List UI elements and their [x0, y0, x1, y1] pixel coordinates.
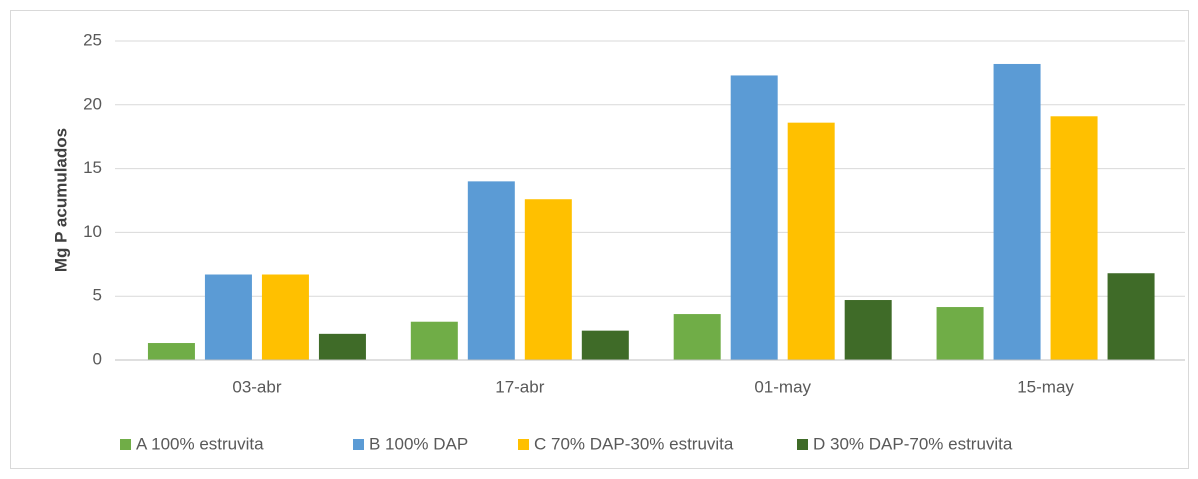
y-tick-label: 0 — [93, 349, 102, 368]
bar — [410, 321, 458, 360]
legend-label: B 100% DAP — [369, 434, 468, 453]
bar — [261, 274, 309, 360]
y-tick-label: 5 — [93, 286, 102, 305]
legend-label: A 100% estruvita — [136, 434, 264, 453]
legend-swatch — [120, 439, 131, 450]
bar — [467, 181, 515, 360]
bar — [1050, 116, 1098, 360]
y-tick-label: 15 — [83, 158, 102, 177]
bar — [581, 330, 629, 360]
bar — [787, 122, 835, 360]
bar — [204, 274, 252, 360]
y-axis-label: Mg P acumulados — [51, 128, 70, 272]
bar — [524, 199, 572, 360]
bar — [730, 75, 778, 361]
bar — [936, 307, 984, 360]
y-tick-label: 20 — [83, 94, 102, 113]
bar — [147, 343, 195, 360]
bar — [673, 314, 721, 360]
chart-frame — [10, 10, 1189, 469]
bar — [844, 300, 892, 360]
x-tick-label: 15-may — [1017, 377, 1074, 396]
bar — [1107, 273, 1155, 360]
legend-label: C 70% DAP-30% estruvita — [534, 434, 734, 453]
bar — [993, 63, 1041, 361]
bar — [318, 333, 366, 360]
x-tick-label: 03-abr — [232, 377, 281, 396]
x-tick-label: 01-may — [754, 377, 811, 396]
legend-swatch — [353, 439, 364, 450]
y-tick-label: 10 — [83, 222, 102, 241]
y-tick-label: 25 — [83, 30, 102, 49]
legend-swatch — [797, 439, 808, 450]
x-tick-label: 17-abr — [495, 377, 544, 396]
legend-label: D 30% DAP-70% estruvita — [813, 434, 1013, 453]
legend-swatch — [518, 439, 529, 450]
